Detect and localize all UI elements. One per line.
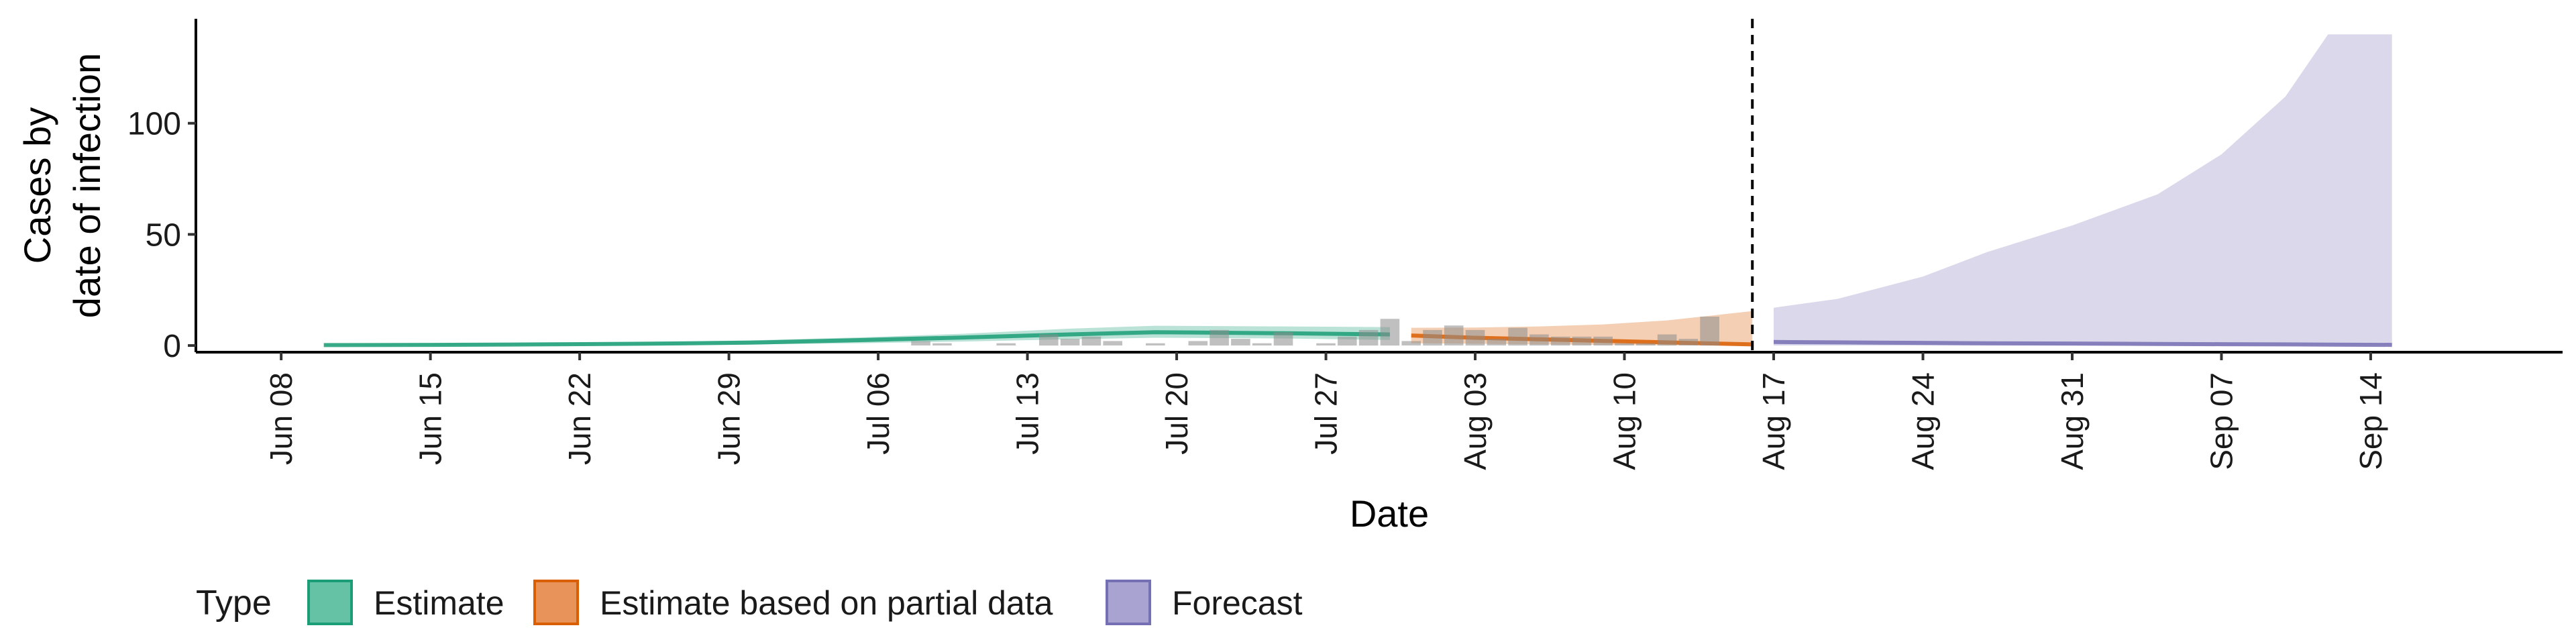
y-axis-title-line: date of infection	[66, 53, 108, 318]
observed-bar	[1401, 341, 1421, 345]
x-tick-label: Aug 24	[1905, 372, 1940, 470]
y-tick-label: 0	[163, 329, 181, 364]
x-tick-label: Aug 03	[1458, 372, 1493, 470]
observed-bar	[1657, 334, 1677, 346]
y-axis-title-line: Cases by	[16, 107, 58, 264]
observed-bar	[1103, 341, 1122, 345]
legend-label: Forecast	[1172, 584, 1303, 622]
observed-bar	[1487, 339, 1507, 345]
observed-bar	[1188, 341, 1208, 345]
legend-entry-estimate-based-on-partial-data: Estimate based on partial data	[533, 580, 1053, 625]
observed-bar	[1380, 319, 1400, 346]
observed-bar	[1338, 336, 1357, 346]
observed-bar	[1529, 334, 1549, 346]
x-tick-label: Sep 14	[2353, 372, 2388, 470]
x-tick-label: Jul 20	[1159, 372, 1194, 455]
observed-bar	[1231, 339, 1250, 345]
axes: 0 50 100 Jun 08 Jun 15 Jun 22 Jun 29 Jul 06 Jul …	[16, 19, 2563, 535]
observed-bar	[1060, 339, 1080, 345]
median-line-forecast	[1773, 339, 2392, 347]
x-tick-label: Jul 27	[1309, 372, 1344, 455]
observed-bar	[1273, 332, 1293, 346]
x-tick-label: Jun 15	[413, 372, 448, 465]
observed-bar	[1572, 336, 1592, 346]
x-tick-label: Aug 17	[1756, 372, 1791, 470]
y-tick-label: 50	[146, 217, 181, 253]
x-tick-label: Jun 08	[264, 372, 299, 465]
observed-bar	[1550, 336, 1570, 346]
y-tick-label: 100	[127, 107, 181, 142]
observed-bar	[1678, 339, 1699, 345]
observed-bar	[1146, 343, 1165, 345]
y-axis-title: Cases by date of infection	[16, 53, 108, 318]
observed-bar	[1316, 343, 1336, 345]
x-tick-label: Aug 31	[2055, 372, 2090, 470]
observed-bar	[1465, 329, 1485, 346]
observed-bar	[932, 343, 952, 345]
legend-swatch	[307, 580, 353, 625]
x-tick-label: Jun 22	[562, 372, 597, 465]
observed-bar	[1081, 336, 1102, 346]
observed-bar	[1444, 325, 1464, 345]
observed-bar	[1508, 327, 1527, 346]
observed-bar	[1358, 329, 1379, 346]
observed-bar	[996, 343, 1016, 345]
legend-label: Estimate based on partial data	[600, 584, 1053, 622]
x-axis-title: Date	[1350, 492, 1429, 535]
x-tick-label: Jul 06	[861, 372, 896, 455]
x-tick-label: Sep 07	[2204, 372, 2239, 470]
legend: Type Estimate Estimate based on partial d…	[196, 580, 1303, 625]
x-tick-label: Aug 10	[1607, 372, 1642, 470]
observed-bar	[1615, 343, 1634, 345]
observed-bar	[1593, 336, 1613, 346]
legend-swatch	[533, 580, 579, 625]
legend-entry-forecast: Forecast	[1106, 580, 1303, 625]
ribbon-estimate	[323, 325, 1390, 346]
observed-bar	[1636, 343, 1656, 345]
median-line-estimate	[323, 330, 1390, 347]
ribbon-forecast	[1774, 34, 2392, 346]
legend-title: Type	[196, 584, 272, 623]
legend-entry-estimate: Estimate	[307, 580, 504, 625]
x-tick-label: Jul 13	[1010, 372, 1045, 455]
observed-bar	[1210, 329, 1229, 346]
observed-bar	[1423, 329, 1442, 346]
plot-area	[323, 19, 2392, 352]
observed-bar	[1039, 334, 1059, 346]
x-tick-label: Jun 29	[712, 372, 747, 465]
legend-label: Estimate	[374, 584, 504, 622]
observed-bar	[1700, 317, 1719, 346]
observed-bar	[1252, 343, 1272, 345]
observed-bar	[911, 341, 930, 345]
legend-swatch	[1106, 580, 1151, 625]
